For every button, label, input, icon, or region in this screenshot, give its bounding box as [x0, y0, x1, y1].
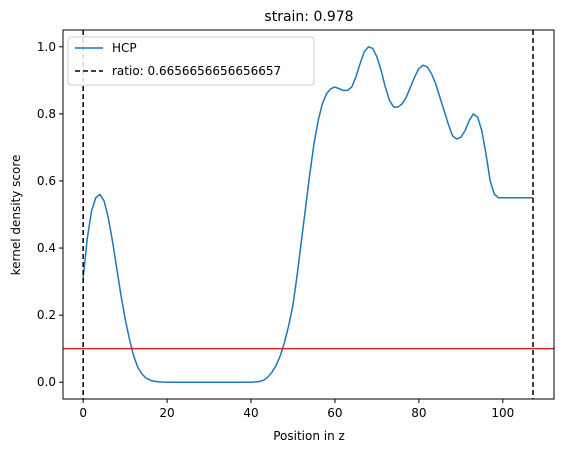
y-tick-label-5: 1.0	[37, 40, 56, 54]
y-axis-label: kernel density score	[9, 155, 23, 276]
legend-box	[67, 36, 315, 86]
legend-label-hcp: HCP	[112, 41, 137, 55]
legend-label-ratio: ratio: 0.6656656656656657	[112, 64, 281, 78]
y-tick-label-2: 0.4	[37, 241, 56, 255]
y-tick-label-3: 0.6	[37, 174, 56, 188]
chart-title: strain: 0.978	[264, 9, 353, 25]
x-tick-label-20: 20	[159, 406, 174, 420]
x-axis-label: Position in z	[273, 429, 345, 443]
y-tick-label-0: 0.0	[37, 375, 56, 389]
x-axis: 0 20 40 60 80 100	[79, 399, 514, 420]
x-tick-label-80: 80	[411, 406, 426, 420]
series-line-hcp	[82, 46, 534, 383]
plot-area	[63, 30, 554, 399]
axes-frame	[62, 29, 555, 400]
x-tick-label-60: 60	[327, 406, 342, 420]
y-tick-label-1: 0.2	[37, 308, 56, 322]
x-tick-label-100: 100	[491, 406, 514, 420]
x-tick-label-40: 40	[243, 406, 258, 420]
legend: HCP ratio: 0.6656656656656657	[67, 36, 315, 86]
y-tick-label-4: 0.8	[37, 107, 56, 121]
x-tick-label-0: 0	[79, 406, 87, 420]
y-axis: 0.0 0.2 0.4 0.6 0.8 1.0	[37, 40, 63, 389]
